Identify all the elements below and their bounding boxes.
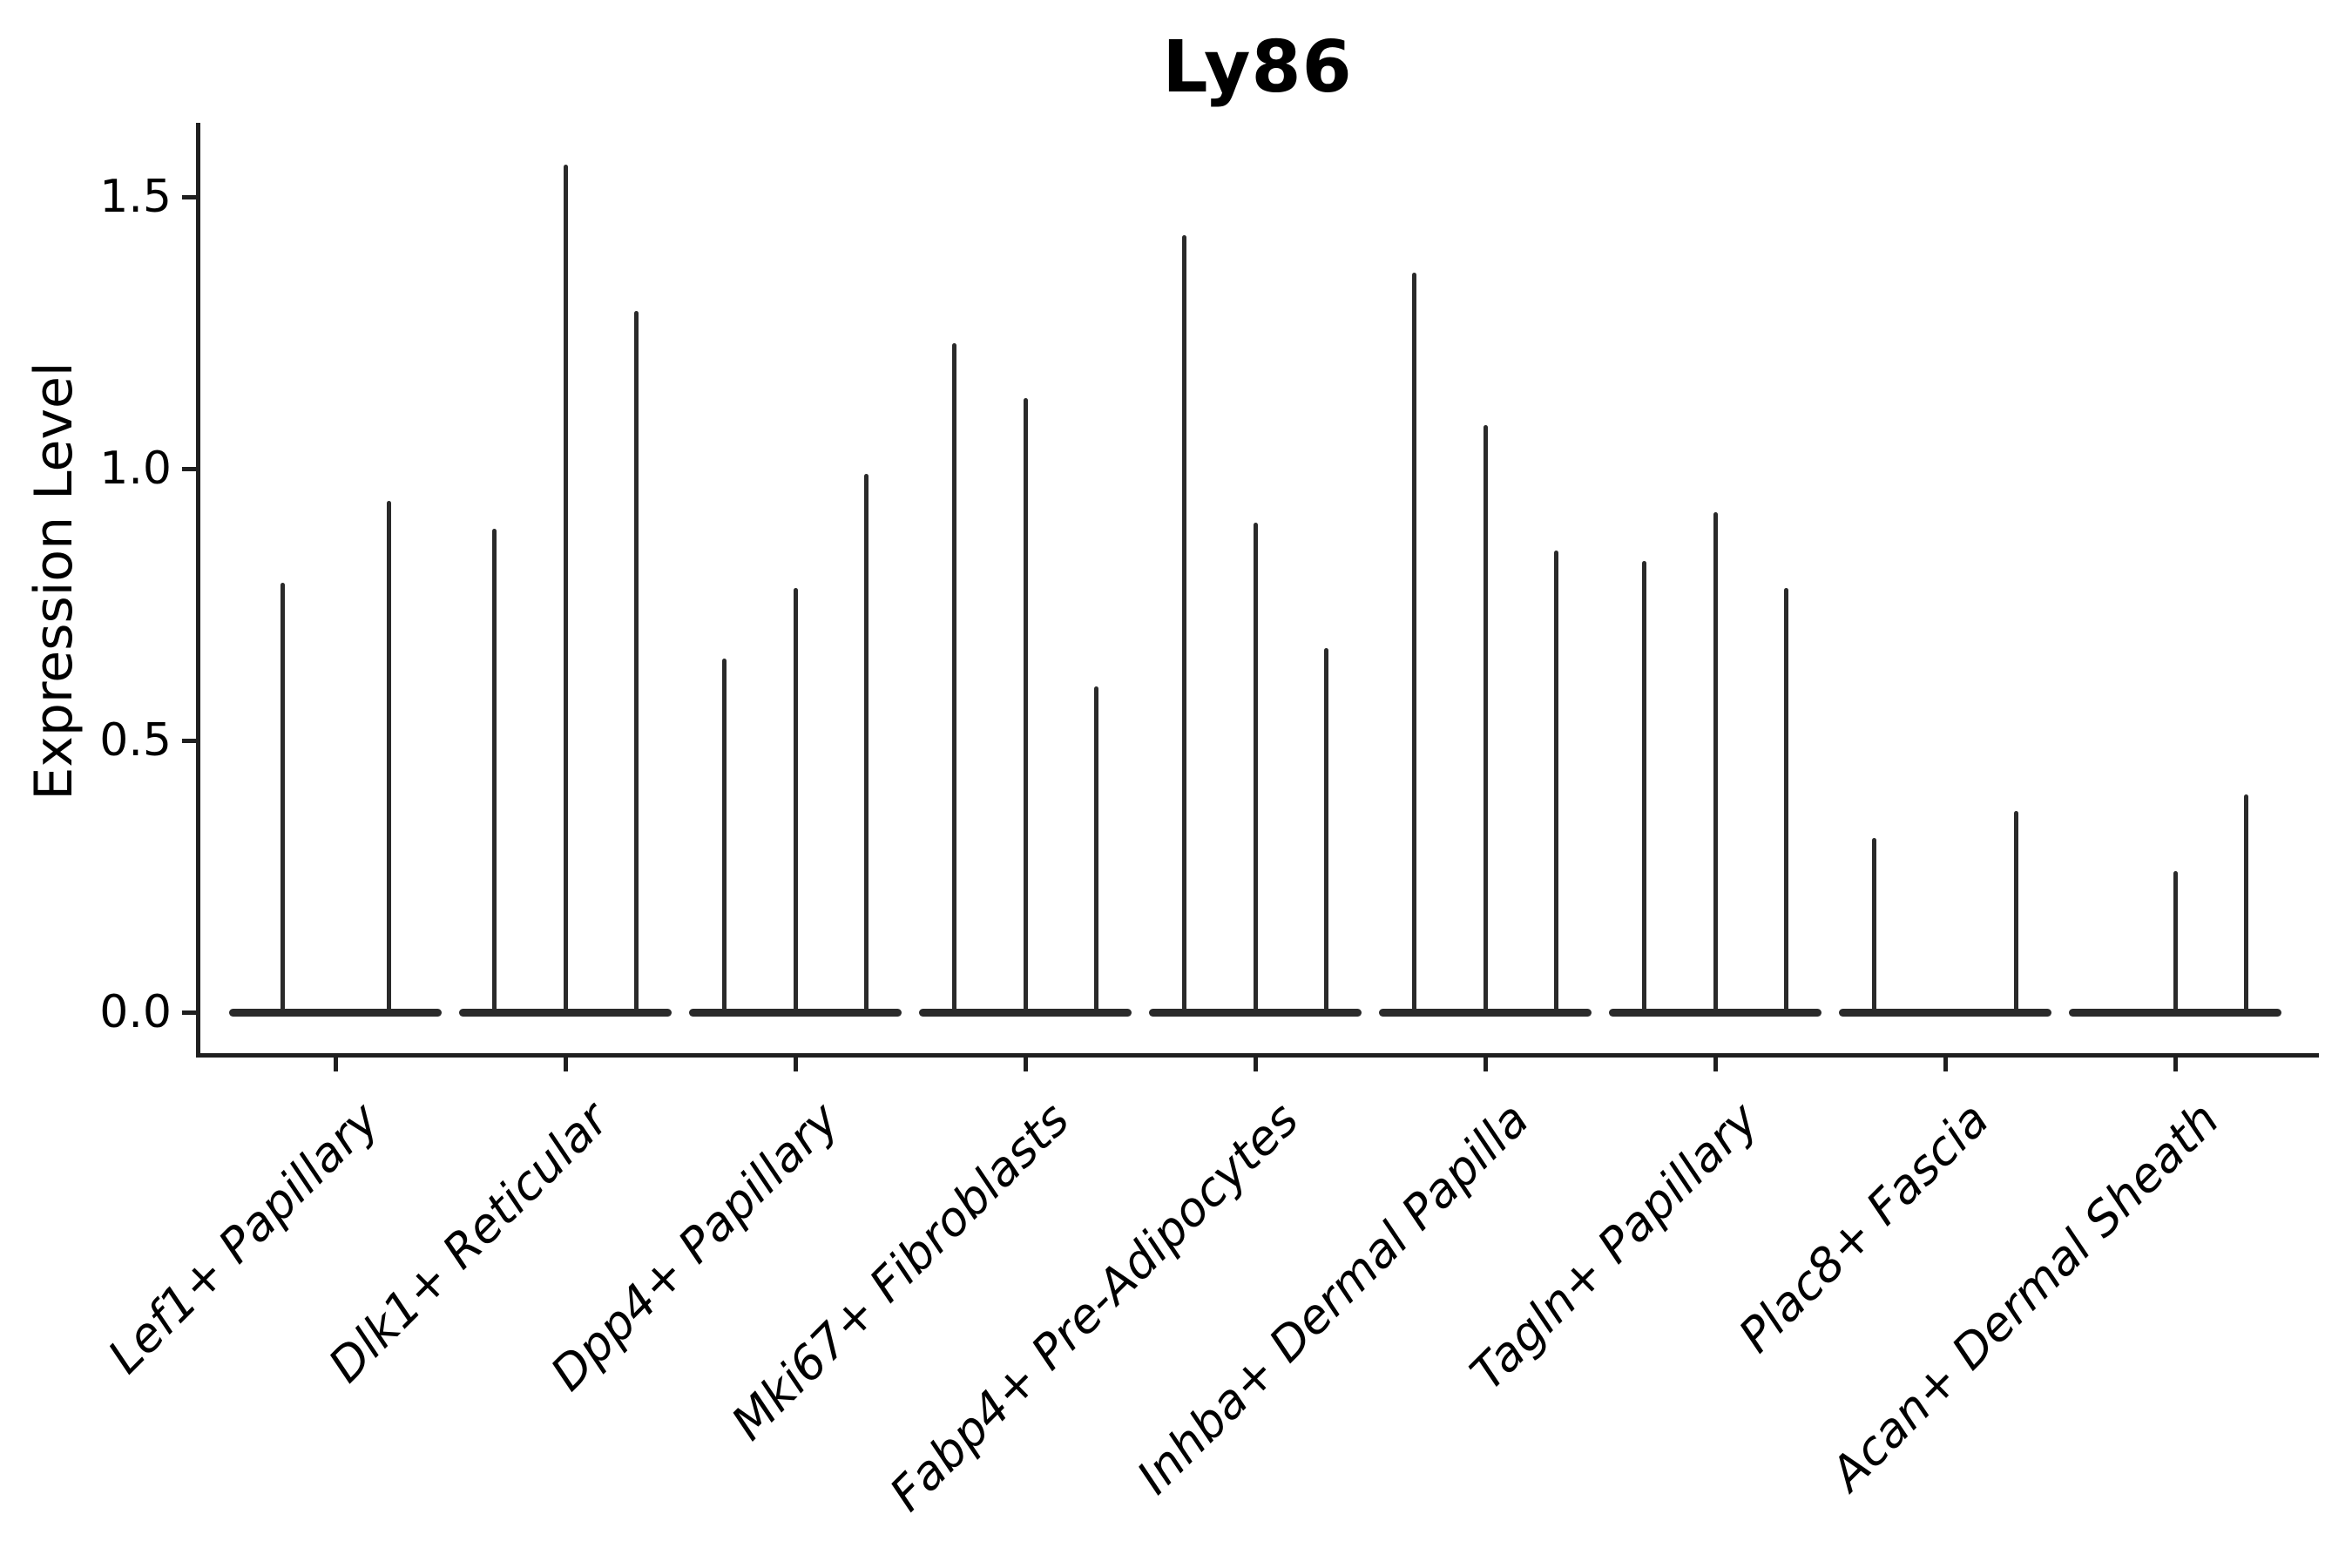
violin-spike — [1023, 397, 1028, 1012]
violin-base — [919, 1008, 1132, 1017]
violin-base — [229, 1008, 442, 1017]
x-tick-mark — [1023, 1058, 1028, 1071]
y-tick-mark — [182, 194, 196, 199]
violin-spike — [1642, 561, 1647, 1012]
x-tick-mark — [1253, 1058, 1258, 1071]
violin-spike — [1713, 511, 1718, 1012]
x-tick-mark — [1483, 1058, 1488, 1071]
y-tick-label: 0.0 — [99, 986, 172, 1038]
violin-spike — [633, 311, 639, 1012]
x-tick-label: Acan+ Dermal Sheath — [1820, 1092, 2229, 1502]
x-tick-mark — [563, 1058, 568, 1071]
violin-base — [2069, 1008, 2281, 1017]
violin-spike — [1412, 273, 1417, 1012]
violin-spike — [952, 343, 957, 1012]
y-tick-label: 1.0 — [99, 443, 172, 495]
violin-base — [459, 1008, 672, 1017]
violin-spike — [1783, 588, 1788, 1012]
violin-spike — [1323, 647, 1328, 1012]
violin-base — [1379, 1008, 1592, 1017]
violin-spike — [2173, 870, 2178, 1012]
violin-spike — [1483, 425, 1488, 1012]
violin-spike — [492, 528, 497, 1012]
y-tick-mark — [182, 466, 196, 471]
plot-title: Ly86 — [1162, 26, 1353, 109]
violin-spike — [2243, 794, 2248, 1012]
violin-spike — [1253, 523, 1258, 1012]
violin-spike — [563, 164, 568, 1012]
violin-spike — [722, 659, 727, 1012]
x-axis-line — [196, 1053, 2319, 1058]
violin-spike — [280, 583, 285, 1012]
violin-spike — [863, 474, 868, 1012]
violin-spike — [386, 501, 391, 1012]
y-tick-label: 1.5 — [99, 171, 172, 223]
x-tick-mark — [1943, 1058, 1948, 1071]
x-tick-mark — [1713, 1058, 1718, 1071]
violin-base — [1839, 1008, 2051, 1017]
violin-spike — [1553, 550, 1558, 1012]
x-tick-mark — [333, 1058, 338, 1071]
violin-spike — [1093, 686, 1098, 1012]
x-tick-mark — [2173, 1058, 2178, 1071]
violin-base — [689, 1008, 902, 1017]
y-axis-line — [196, 123, 200, 1058]
x-tick-label: Plac8+ Fascia — [1727, 1092, 1999, 1363]
y-tick-mark — [182, 738, 196, 743]
y-tick-mark — [182, 1010, 196, 1015]
violin-base — [1149, 1008, 1362, 1017]
violin-base — [1609, 1008, 1821, 1017]
y-axis-label: Expression Level — [24, 362, 84, 801]
violin-spike — [793, 588, 798, 1012]
x-tick-label: Fabp4+ Pre-Adipocytes — [879, 1092, 1309, 1522]
violin-spike — [2013, 811, 2018, 1012]
x-tick-label: Inhba+ Dermal Papilla — [1126, 1092, 1539, 1505]
x-tick-mark — [793, 1058, 798, 1071]
y-tick-label: 0.5 — [99, 714, 172, 767]
violin-spike — [1872, 838, 1877, 1012]
violin-spike — [1182, 234, 1187, 1012]
